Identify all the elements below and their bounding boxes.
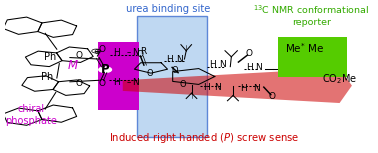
Text: H: H: [246, 63, 253, 72]
Polygon shape: [123, 68, 352, 103]
Text: H: H: [240, 84, 247, 93]
Text: O: O: [75, 79, 82, 88]
Circle shape: [99, 67, 112, 72]
Text: chiral
phosphate: chiral phosphate: [5, 104, 57, 126]
Text: H: H: [113, 78, 120, 87]
Text: $M$: $M$: [68, 59, 79, 72]
Text: −: −: [93, 47, 100, 56]
Text: $^{13}$C NMR conformational
reporter: $^{13}$C NMR conformational reporter: [253, 4, 370, 27]
Text: H: H: [113, 48, 120, 57]
Text: N: N: [215, 83, 222, 92]
Text: –: –: [127, 78, 131, 87]
Text: R: R: [140, 47, 146, 56]
Bar: [278, 37, 347, 76]
Text: N: N: [253, 84, 259, 93]
Text: CO$_{2}$Me: CO$_{2}$Me: [322, 73, 357, 86]
Text: P: P: [101, 63, 110, 76]
Text: O: O: [180, 80, 186, 89]
Text: Induced right handed ($P$) screw sense: Induced right handed ($P$) screw sense: [108, 131, 299, 145]
Text: Ph: Ph: [44, 52, 57, 62]
Text: Ph: Ph: [41, 71, 53, 82]
Text: urea binding site: urea binding site: [126, 4, 211, 14]
Text: N: N: [132, 78, 139, 87]
Text: O: O: [98, 79, 105, 88]
Text: H: H: [203, 83, 210, 92]
Text: O: O: [136, 50, 144, 59]
Text: N: N: [176, 55, 183, 64]
Text: O: O: [268, 92, 276, 101]
Text: O: O: [75, 51, 82, 60]
Text: O: O: [171, 66, 178, 75]
Text: –: –: [127, 48, 131, 57]
Text: N: N: [255, 63, 262, 72]
Bar: [137, 16, 208, 137]
Text: N: N: [219, 60, 226, 69]
Text: O: O: [245, 49, 253, 58]
Text: H: H: [209, 60, 216, 69]
Text: H: H: [166, 55, 173, 64]
Text: O: O: [147, 69, 153, 78]
Text: Me$^{*}$ Me: Me$^{*}$ Me: [285, 42, 324, 55]
Text: N: N: [132, 48, 139, 57]
Text: ⊕: ⊕: [93, 47, 99, 56]
Bar: [98, 42, 139, 110]
Text: O: O: [98, 45, 105, 54]
